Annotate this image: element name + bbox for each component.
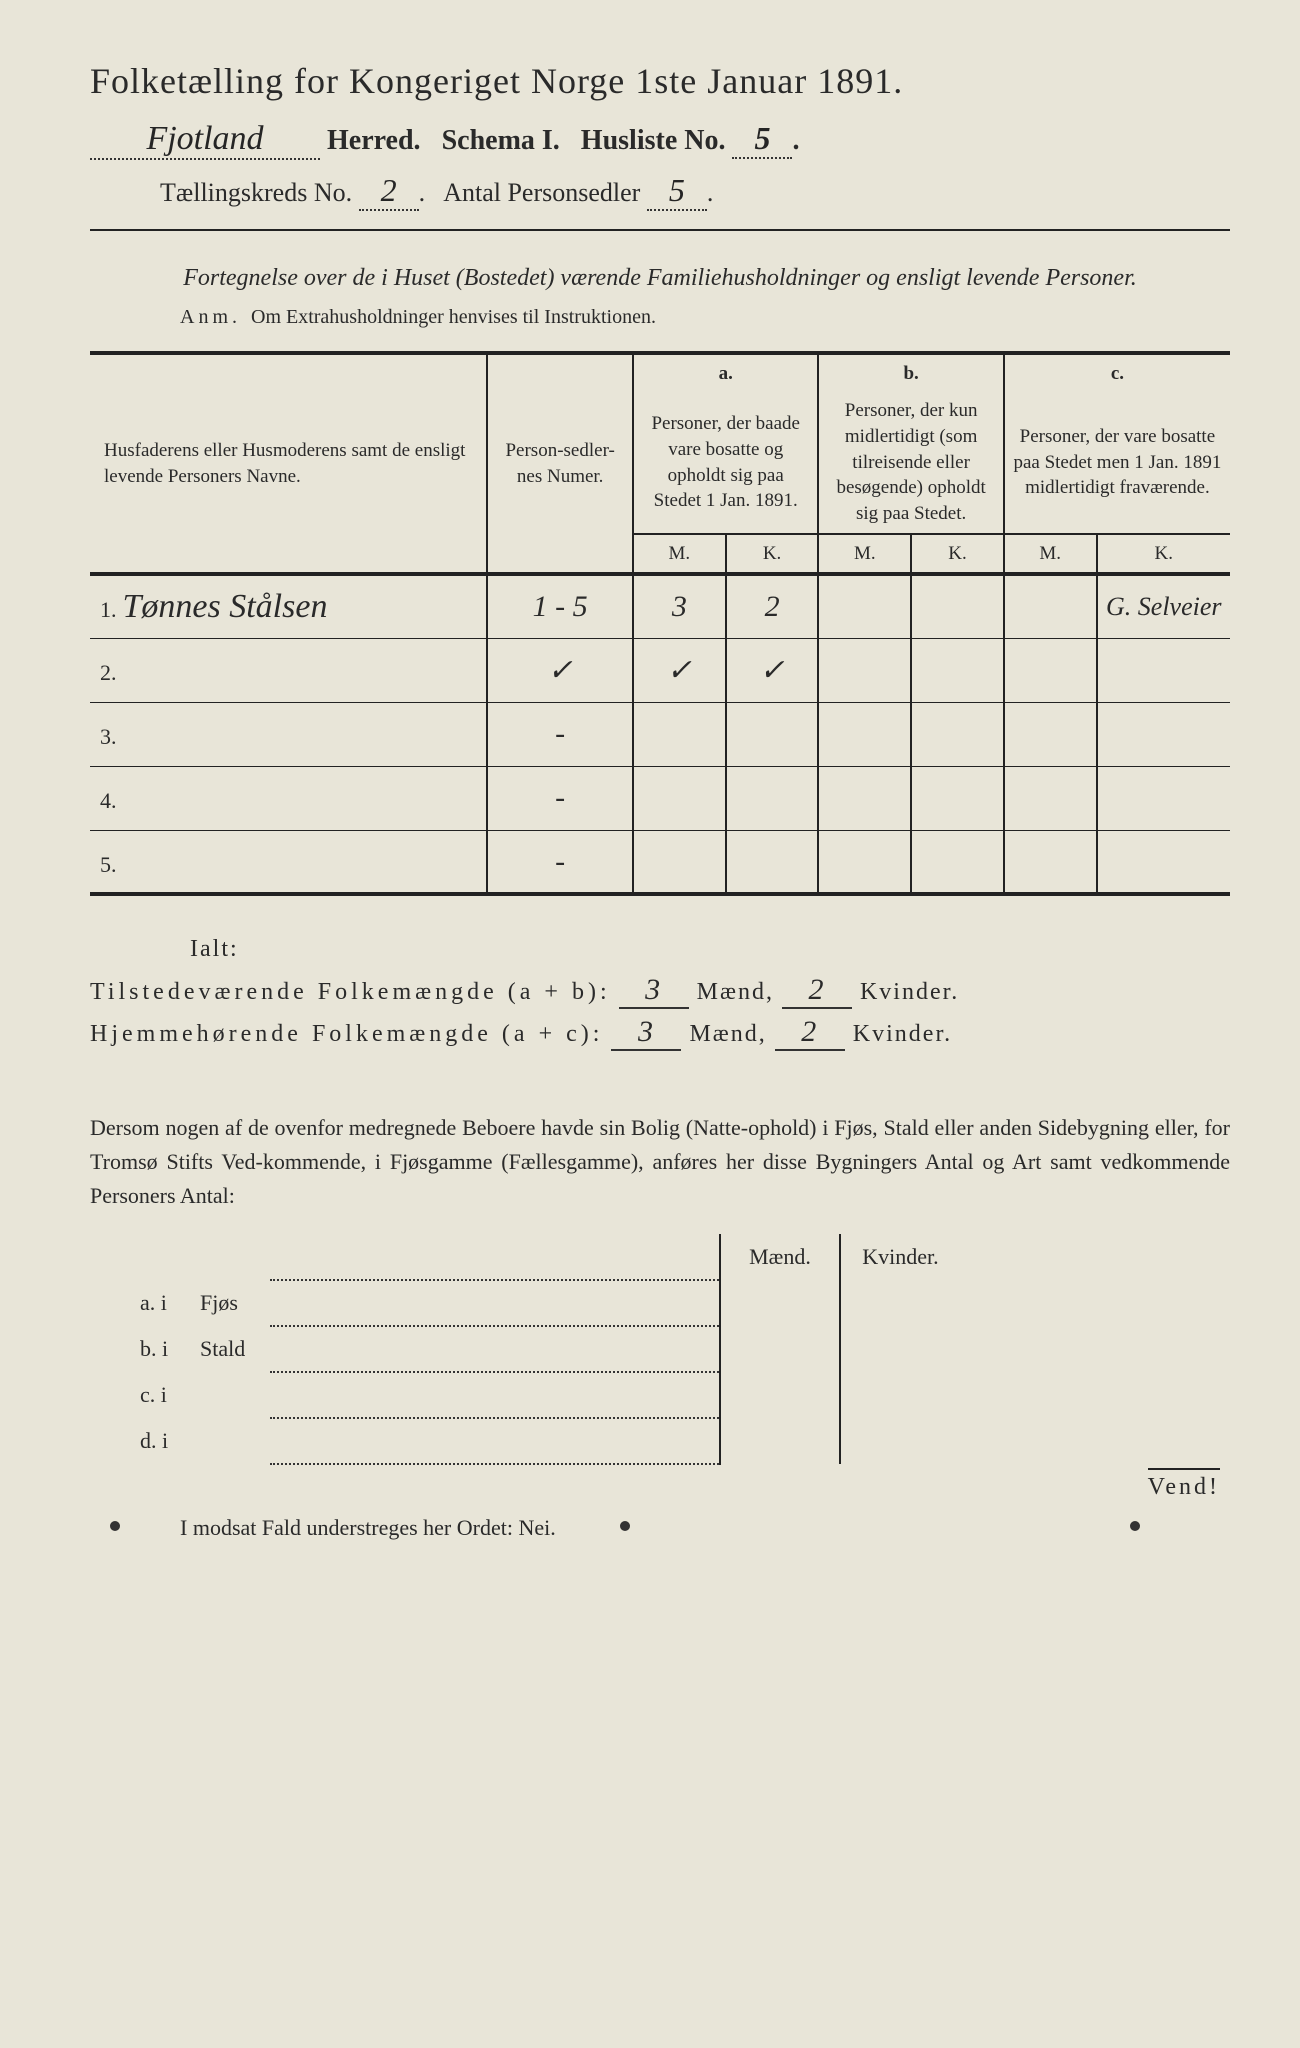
c-m: M. — [1004, 534, 1097, 575]
c-k: K. — [1097, 534, 1230, 575]
schema-label: Schema I. — [442, 125, 560, 156]
bolig-paragraph: Dersom nogen af de ovenfor medregnede Be… — [90, 1111, 1230, 1213]
sum2-k: 2 — [801, 1015, 818, 1048]
table-row: 5.- — [90, 830, 1230, 894]
header-line-2: Tællingskreds No. 2. Antal Personsedler … — [160, 172, 1230, 211]
page-title: Folketælling for Kongeriget Norge 1ste J… — [90, 60, 1230, 102]
pinhole-icon — [1130, 1521, 1140, 1531]
list-item: c. i — [130, 1372, 960, 1418]
household-table: Husfaderens eller Husmoderens samt de en… — [90, 351, 1230, 896]
bolig-table: Mænd. Kvinder. a. iFjøsb. iStaldc. id. i — [130, 1234, 960, 1465]
kvinder-label: Kvinder. — [860, 979, 959, 1005]
anm-line: Anm. Om Extrahusholdninger henvises til … — [180, 306, 1230, 329]
b-m: M. — [818, 534, 911, 575]
sum2-m: 3 — [638, 1015, 655, 1048]
a-k: K. — [726, 534, 819, 575]
table-row: 4.- — [90, 766, 1230, 830]
sum-line-2: Hjemmehørende Folkemængde (a + c): 3 Mæn… — [90, 1015, 1230, 1051]
husliste-label: Husliste No. — [581, 125, 726, 156]
list-item: d. i — [130, 1418, 960, 1464]
anm-text: Om Extrahusholdninger henvises til Instr… — [251, 306, 656, 328]
col-b-text: Personer, der kun midlertidigt (som tilr… — [818, 392, 1003, 533]
sum2-label: Hjemmehørende Folkemængde (a + c): — [90, 1021, 603, 1047]
antal-val: 5 — [669, 172, 685, 208]
maend-label: Mænd, — [697, 979, 774, 1005]
col-c-text: Personer, der vare bosatte paa Stedet me… — [1004, 392, 1230, 533]
anm-label: Anm. — [180, 306, 241, 328]
col-num-header: Person-sedler-nes Numer. — [487, 353, 633, 574]
kvinder-label-2: Kvinder. — [853, 1021, 952, 1047]
col-c-label: c. — [1004, 353, 1230, 393]
census-form-page: Folketælling for Kongeriget Norge 1ste J… — [0, 0, 1300, 1581]
header-line-1: Fjotland Herred. Schema I. Husliste No. … — [90, 120, 1230, 160]
table-row: 2.✓✓✓ — [90, 638, 1230, 702]
table-row: 1.Tønnes Stålsen1 - 532G. Selveier — [90, 574, 1230, 638]
subtitle: Fortegnelse over de i Huset (Bostedet) v… — [90, 261, 1230, 296]
b-k: K. — [911, 534, 1004, 575]
antal-label: Antal Personsedler — [443, 178, 640, 207]
husliste-no: 5 — [754, 120, 770, 156]
bottom-kvinder: Kvinder. — [840, 1234, 960, 1280]
table-row: 3.- — [90, 702, 1230, 766]
col-num-text: Person-sedler-nes Numer. — [505, 440, 614, 487]
divider — [90, 229, 1230, 231]
col-name-text: Husfaderens eller Husmoderens samt de en… — [104, 440, 465, 487]
pinhole-icon — [620, 1521, 630, 1531]
list-item: b. iStald — [130, 1326, 960, 1372]
a-m: M. — [633, 534, 726, 575]
pinhole-icon — [110, 1521, 120, 1531]
kreds-no: 2 — [381, 172, 397, 208]
sum1-k: 2 — [808, 973, 825, 1006]
col-a-label: a. — [633, 353, 818, 393]
ialt-label: Ialt: — [190, 936, 1230, 963]
nei-line: I modsat Fald understreges her Ordet: Ne… — [180, 1515, 1230, 1541]
sum1-m: 3 — [645, 973, 662, 1006]
sum1-label: Tilstedeværende Folkemængde (a + b): — [90, 979, 611, 1005]
bottom-maend: Mænd. — [720, 1234, 840, 1280]
sum-line-1: Tilstedeværende Folkemængde (a + b): 3 M… — [90, 973, 1230, 1009]
kreds-label: Tællingskreds No. — [160, 178, 352, 207]
herred-label: Herred. — [327, 125, 421, 156]
vend-label: Vend! — [1148, 1468, 1220, 1501]
list-item: a. iFjøs — [130, 1280, 960, 1326]
col-b-label: b. — [818, 353, 1003, 393]
maend-label-2: Mænd, — [689, 1021, 766, 1047]
col-a-text: Personer, der baade vare bosatte og opho… — [633, 392, 818, 533]
herred-value: Fjotland — [146, 120, 263, 157]
col-name-header: Husfaderens eller Husmoderens samt de en… — [90, 353, 487, 574]
